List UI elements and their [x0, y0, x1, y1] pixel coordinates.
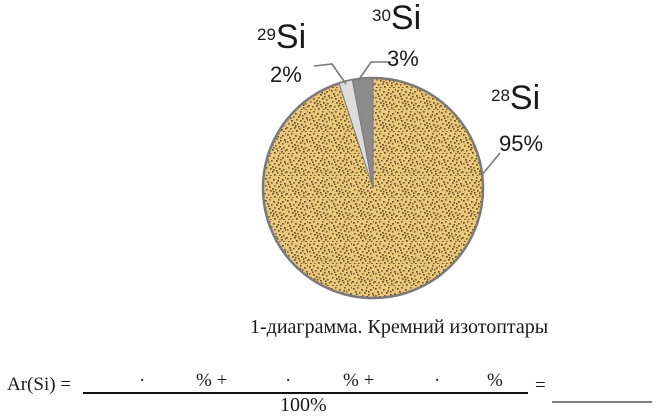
chart-caption: 1-диаграмма. Кремний изотоптары	[250, 316, 549, 338]
leader-line-29si	[313, 63, 347, 85]
isotope-28-symbol: Si	[509, 79, 541, 117]
isotope-30-mass: 30	[372, 6, 391, 26]
formula-equals: =	[535, 375, 546, 396]
formula-lhs: Ar(Si) =	[7, 374, 72, 395]
leader-line-30si	[357, 61, 391, 82]
formula-percent-3: %	[487, 370, 503, 391]
answer-blank-line	[552, 401, 652, 403]
formula-denominator: 100%	[280, 394, 327, 416]
pie-value-30si: 3%	[387, 46, 419, 71]
isotope-30-symbol: Si	[390, 0, 422, 37]
pie-label-28si: 28Si	[491, 81, 540, 115]
formula-dot-1: ·	[139, 370, 146, 391]
pie-value-28si: 95%	[499, 131, 544, 156]
pie-value-29si: 2%	[270, 62, 302, 87]
pie-slice-30si	[351, 77, 374, 189]
pie-label-30si: 30Si	[372, 1, 421, 35]
isotope-29-mass: 29	[257, 25, 276, 45]
formula-dot-3: ·	[434, 370, 441, 391]
pie-label-29si: 29Si	[257, 20, 306, 54]
formula-percent-2: % +	[343, 370, 375, 391]
pie-chart	[261, 61, 501, 300]
fraction-bar	[83, 392, 528, 394]
formula-percent-1: % +	[196, 370, 228, 391]
isotope-29-symbol: Si	[275, 18, 307, 56]
leader-line-28si	[480, 152, 501, 177]
formula-dot-2: ·	[285, 370, 292, 391]
isotope-28-mass: 28	[491, 86, 510, 106]
